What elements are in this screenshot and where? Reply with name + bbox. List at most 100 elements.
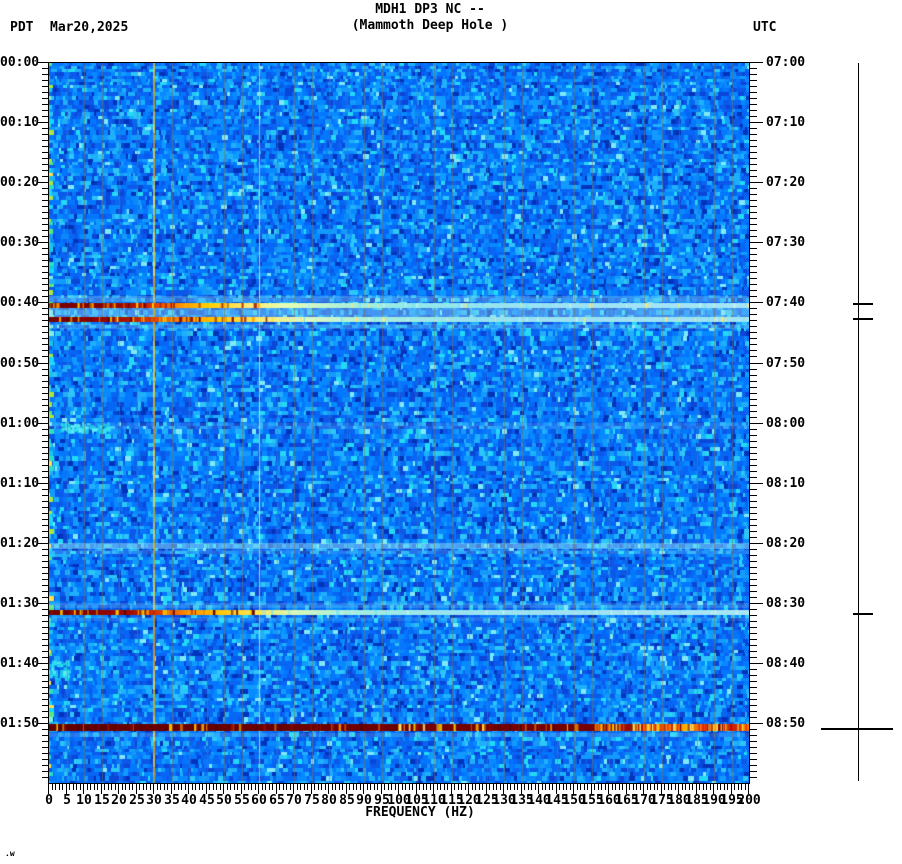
x-minor-tick	[55, 784, 56, 790]
y-minor-tick-right	[750, 729, 757, 730]
x-tick-label: 115	[440, 793, 464, 808]
y-minor-tick-right	[750, 465, 757, 466]
x-tick-label: 145	[545, 793, 569, 808]
x-major-tick	[293, 784, 294, 794]
x-major-tick	[188, 784, 189, 794]
y-minor-tick-left	[42, 465, 48, 466]
x-minor-tick	[167, 784, 168, 790]
y-minor-tick-right	[750, 290, 757, 291]
y-tick-label-left: 00:10	[0, 115, 40, 130]
x-tick-label: 200	[737, 793, 761, 808]
y-minor-tick-left	[42, 332, 48, 333]
y-minor-tick-left	[42, 651, 48, 652]
y-major-tick-right	[750, 723, 763, 724]
y-minor-tick-left	[42, 98, 48, 99]
x-minor-tick	[209, 784, 210, 790]
x-minor-tick	[227, 784, 228, 790]
x-major-tick	[556, 784, 557, 794]
x-major-tick	[661, 784, 662, 794]
x-minor-tick	[314, 784, 315, 790]
y-minor-tick-left	[42, 513, 48, 514]
x-minor-tick	[391, 784, 392, 790]
x-minor-tick	[286, 784, 287, 790]
x-minor-tick	[370, 784, 371, 790]
y-minor-tick-left	[42, 561, 48, 562]
x-minor-tick	[419, 784, 420, 790]
y-minor-tick-left	[42, 597, 48, 598]
x-minor-tick	[349, 784, 350, 790]
x-minor-tick	[671, 784, 672, 790]
x-minor-tick	[549, 784, 550, 790]
y-minor-tick-right	[750, 777, 757, 778]
x-minor-tick	[423, 784, 424, 790]
y-minor-tick-left	[42, 711, 48, 712]
y-minor-tick-right	[750, 314, 757, 315]
y-minor-tick-left	[42, 705, 48, 706]
x-minor-tick	[727, 784, 728, 790]
y-minor-tick-right	[750, 519, 757, 520]
x-tick-label: 135	[510, 793, 534, 808]
timezone-right-label: UTC	[753, 20, 777, 35]
y-minor-tick-right	[750, 350, 757, 351]
y-minor-tick-right	[750, 332, 757, 333]
y-minor-tick-right	[750, 585, 757, 586]
y-major-tick-right	[750, 302, 763, 303]
y-minor-tick-right	[750, 759, 757, 760]
x-major-tick	[346, 784, 347, 794]
y-minor-tick-left	[42, 699, 48, 700]
x-minor-tick	[465, 784, 466, 790]
x-major-tick	[48, 784, 49, 794]
y-minor-tick-right	[750, 735, 757, 736]
x-tick-label: 35	[164, 793, 180, 808]
x-axis-title: FREQUENCY (HZ)	[365, 805, 475, 820]
y-major-tick-right	[750, 663, 763, 664]
x-minor-tick	[612, 784, 613, 790]
x-minor-tick	[90, 784, 91, 790]
x-minor-tick	[706, 784, 707, 790]
x-minor-tick	[237, 784, 238, 790]
y-minor-tick-right	[750, 627, 757, 628]
y-minor-tick-right	[750, 405, 757, 406]
y-minor-tick-right	[750, 621, 757, 622]
y-minor-tick-left	[42, 74, 48, 75]
x-minor-tick	[76, 784, 77, 790]
y-minor-tick-left	[42, 405, 48, 406]
x-minor-tick	[542, 784, 543, 790]
y-major-tick-left	[38, 182, 48, 183]
x-minor-tick	[230, 784, 231, 790]
x-minor-tick	[629, 784, 630, 790]
x-tick-label: 50	[216, 793, 232, 808]
y-major-tick-right	[750, 182, 763, 183]
y-minor-tick-left	[42, 459, 48, 460]
y-minor-tick-right	[750, 128, 757, 129]
corner-text: .w	[5, 849, 15, 858]
x-minor-tick	[692, 784, 693, 790]
y-minor-tick-right	[750, 657, 757, 658]
y-minor-tick-right	[750, 86, 757, 87]
y-tick-label-left: 00:40	[0, 295, 40, 310]
y-major-tick-left	[38, 302, 48, 303]
y-minor-tick-left	[42, 248, 48, 249]
x-minor-tick	[325, 784, 326, 790]
x-major-tick	[258, 784, 259, 794]
y-minor-tick-left	[42, 549, 48, 550]
y-minor-tick-left	[42, 609, 48, 610]
x-minor-tick	[524, 784, 525, 790]
y-minor-tick-left	[42, 320, 48, 321]
x-tick-label: 80	[321, 793, 337, 808]
x-tick-label: 150	[562, 793, 586, 808]
x-minor-tick	[111, 784, 112, 790]
x-minor-tick	[426, 784, 427, 790]
x-minor-tick	[461, 784, 462, 790]
y-minor-tick-right	[750, 356, 757, 357]
x-minor-tick	[251, 784, 252, 790]
y-minor-tick-left	[42, 260, 48, 261]
x-minor-tick	[181, 784, 182, 790]
x-minor-tick	[412, 784, 413, 790]
x-minor-tick	[405, 784, 406, 790]
x-major-tick	[486, 784, 487, 794]
x-minor-tick	[384, 784, 385, 790]
x-tick-label: 195	[720, 793, 744, 808]
y-major-tick-left	[38, 62, 48, 63]
